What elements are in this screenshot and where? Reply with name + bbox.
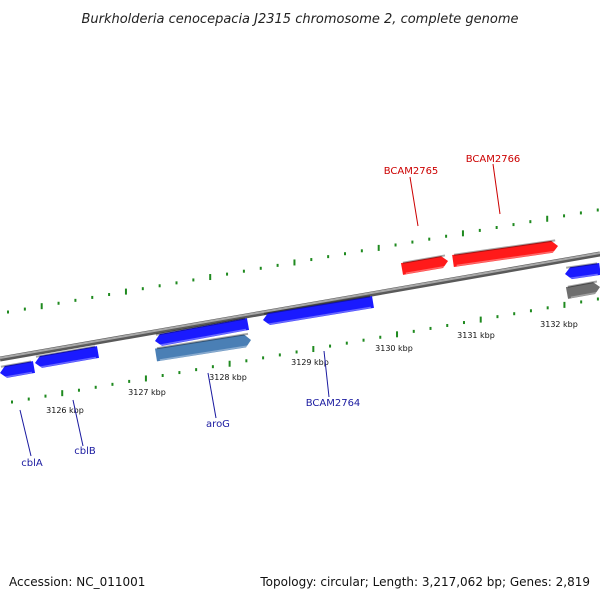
gene-features [0,239,600,379]
gene-leader-line [323,350,330,398]
gene-arrow-cbla [0,360,36,379]
gene-labels: cblA cblB aroG BCAM2764 BCAM2765 BCAM2766 [19,154,521,469]
gene-label-bcam2765: BCAM2765 [384,166,439,177]
gene-arrow-arog [154,332,251,362]
gene-arrow [565,280,600,299]
gene-leader-line [72,399,84,447]
genome-summary-text: Topology: circular; Length: 3,217,062 bp… [259,575,590,589]
gene-leader-line [409,176,419,227]
gene-arrow-bcam2765 [400,254,448,275]
gene-arrow [155,317,250,347]
lower-tick-row [11,297,599,404]
tick-label: 3129 kbp [291,358,329,367]
gene-arrow-cblb [35,345,100,369]
gene-label-cbla: cblA [21,458,43,469]
genome-backbone [0,251,600,362]
gene-label-arog: aroG [206,419,230,430]
tick-label: 3132 kbp [540,320,578,329]
map-title: Burkholderia cenocepacia J2315 chromosom… [81,12,518,27]
gene-arrow-bcam2766 [452,239,558,267]
upper-tick-row [7,208,599,314]
accession-text: Accession: NC_011001 [9,575,145,589]
tick-label: 3130 kbp [375,344,413,353]
tick-label: 3126 kbp [46,406,84,415]
gene-leader-line [207,372,217,419]
tick-labels: 3126 kbp 3127 kbp 3128 kbp 3129 kbp 3130 kbp… [46,320,578,415]
tick-label: 3128 kbp [209,373,247,382]
gene-label-cblb: cblB [74,446,96,457]
gene-arrow-bcam2764 [263,295,374,326]
gene-leader-line [492,163,501,215]
gene-label-bcam2766: BCAM2766 [466,154,521,165]
tick-label: 3127 kbp [128,388,166,397]
gene-arrow [565,262,600,280]
tick-label: 3131 kbp [457,331,495,340]
gene-leader-line [19,409,32,457]
gene-label-bcam2764: BCAM2764 [306,398,361,409]
